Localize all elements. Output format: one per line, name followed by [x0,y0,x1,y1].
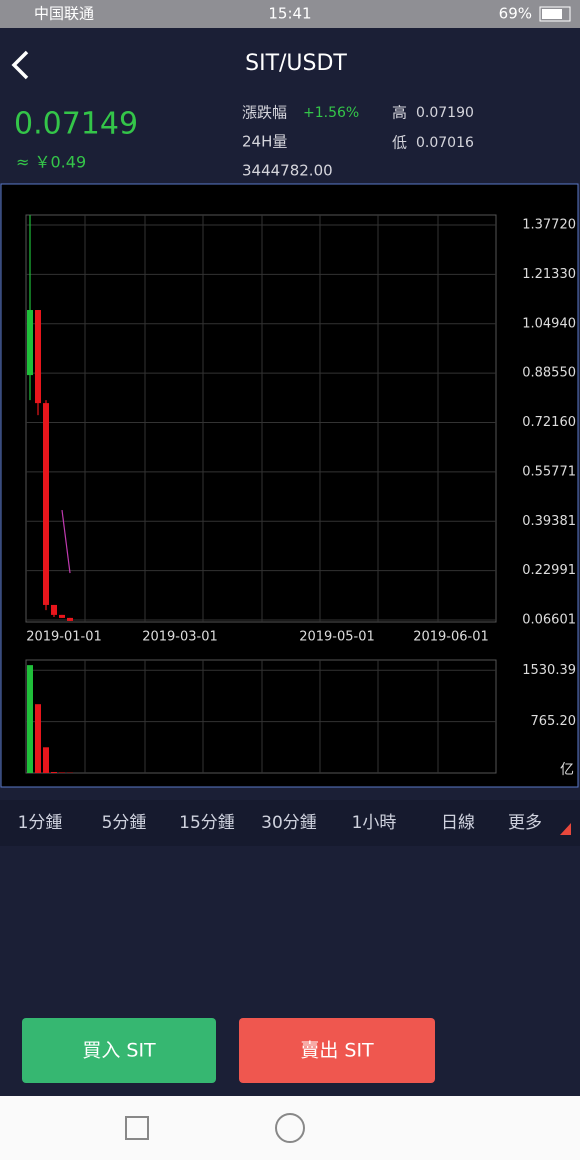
high-label: 高 [392,104,407,122]
candle-body [43,403,49,605]
change-label: 漲跌幅 [242,104,287,122]
change: +1.56% [303,105,359,121]
x-tick-label: 2019-01-01 [26,630,102,645]
price-plot [25,214,497,623]
timeframe-tab[interactable]: 15分鍾 [179,813,235,833]
timeframe-tab[interactable]: 更多 [508,813,542,833]
volume-plot [25,659,497,774]
tab-bar [0,800,580,846]
volume-tick-label: 1530.39 [522,663,576,678]
volume-bar [51,771,57,773]
y-tick-label: 0.06601 [522,613,576,628]
buy-label: 買入 SIT [82,1040,156,1062]
buy-button[interactable] [22,1018,216,1083]
candle-body [67,617,73,621]
battery-level [542,9,562,19]
y-tick-label: 1.37720 [522,218,576,233]
battery: 69% [499,5,532,23]
more-arrow [560,823,571,835]
candle-body [59,614,65,618]
title: SIT/USDT [245,51,347,76]
timeframe-tab[interactable]: 日線 [441,813,475,833]
sell-label: 賣出 SIT [300,1040,374,1062]
volume-bar [43,747,49,773]
y-tick-label: 0.22991 [522,563,576,578]
timeframe-tab[interactable]: 30分鍾 [261,813,317,833]
low: 0.07016 [416,135,474,151]
y-tick-label: 1.04940 [522,316,576,331]
carrier: 中国联通 [34,5,94,23]
volume-bar [35,704,41,773]
volume-bar [59,772,65,773]
candle-body [35,310,41,404]
chart-panel [0,183,579,788]
status-bar [0,0,580,28]
x-tick-label: 2019-03-01 [142,630,218,645]
volume: 3444782.00 [242,162,333,180]
candle-body [27,310,33,376]
battery-icon [539,6,571,22]
volume-unit: 亿 [560,762,574,778]
back-button[interactable] [11,50,29,80]
timeframe-tab[interactable]: 1分鍾 [18,813,63,833]
nav-bar [0,1096,580,1160]
y-tick-label: 0.55771 [522,464,576,479]
home-button[interactable] [275,1113,305,1143]
timeframe-tab[interactable]: 5分鍾 [102,813,147,833]
y-tick-label: 0.72160 [522,415,576,430]
clock: 15:41 [268,5,311,23]
volume-label: 24H量 [242,133,287,151]
recent-button[interactable] [125,1116,149,1140]
high: 0.07190 [416,105,474,121]
y-tick-label: 0.88550 [522,366,576,381]
x-tick-label: 2019-06-01 [413,630,489,645]
x-tick-label: 2019-05-01 [299,630,375,645]
price: 0.07149 [14,107,138,142]
candle-body [51,604,57,615]
sell-button[interactable] [239,1018,435,1083]
volume-tick-label: 765.20 [531,714,577,729]
y-tick-label: 0.39381 [522,514,576,529]
y-tick-label: 1.21330 [522,267,576,282]
price-cny: ≈ ￥0.49 [16,153,86,172]
timeframe-tab[interactable]: 1小時 [352,813,397,833]
volume-bar [27,665,33,773]
ma-line [61,509,71,574]
low-label: 低 [392,134,407,152]
